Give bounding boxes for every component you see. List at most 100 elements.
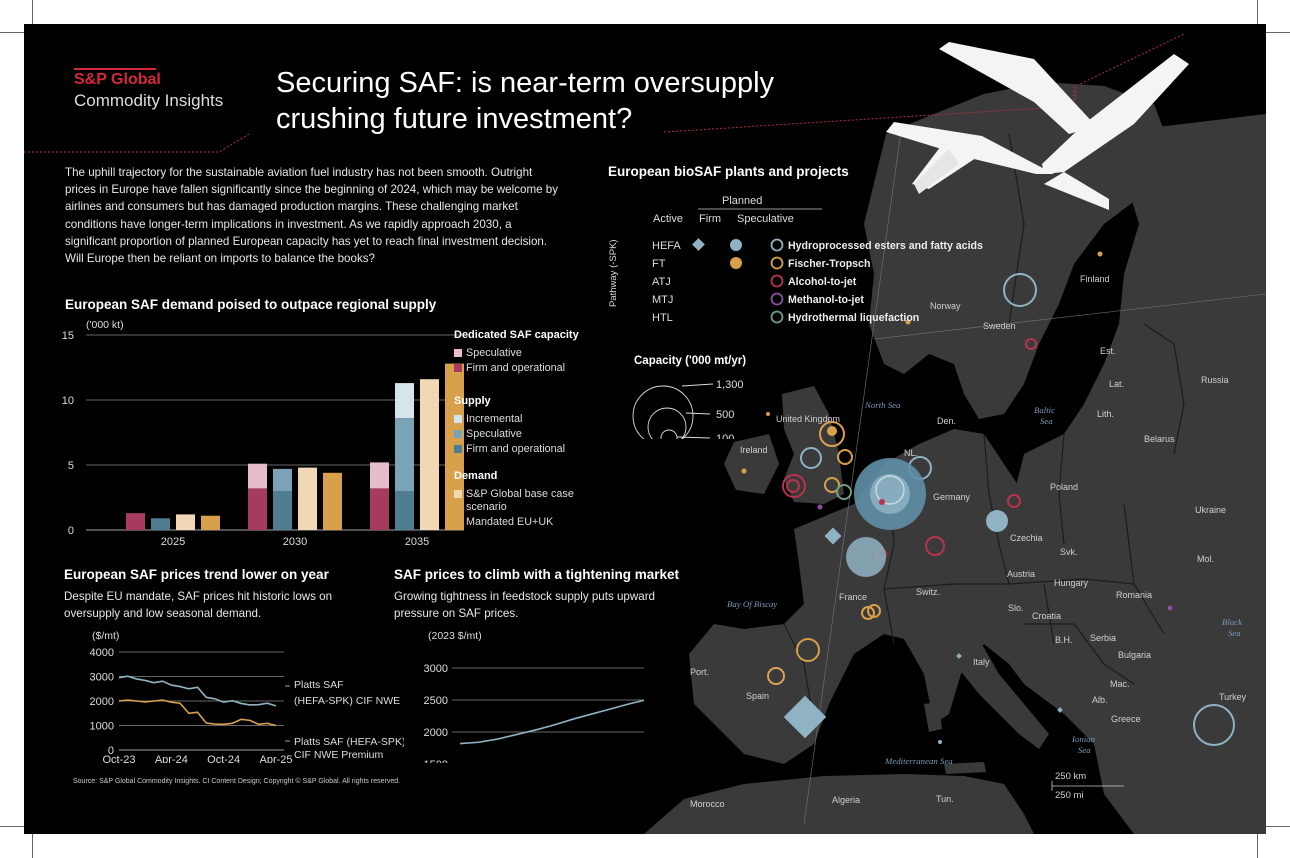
country-label: Hungary [1054, 578, 1089, 588]
atj-speculative-marker [1025, 338, 1037, 350]
ft-speculative-marker [819, 421, 845, 447]
map-legend: Planned Active Firm Speculative Pathway … [608, 195, 983, 439]
atj-speculative-marker [925, 536, 945, 556]
country-label: Lat. [1109, 379, 1124, 389]
legend-speculative-atj-ring [770, 274, 784, 288]
country-label: Greece [1111, 714, 1141, 724]
country-label: Mol. [1197, 554, 1214, 564]
ft-speculative-marker [867, 604, 881, 618]
atj-firm-marker [879, 499, 885, 505]
prices-xtick: Apr-24 [155, 754, 188, 763]
country-label: Den. [937, 416, 956, 426]
country-label: Poland [1050, 482, 1078, 492]
bar-supply-firm [395, 491, 414, 530]
country-label: Romania [1116, 590, 1152, 600]
legend-mandated: Mandated EU+UK [466, 516, 554, 528]
swatch-supply-speculative [454, 430, 462, 439]
atj-speculative-marker [1007, 494, 1021, 508]
swatch-dedicated-speculative [454, 349, 462, 358]
legend-firm-hefa-dot [730, 239, 742, 251]
demand-unit: ('000 kt) [86, 319, 124, 331]
country-label: Serbia [1090, 633, 1116, 643]
demand-ytick: 15 [62, 330, 74, 342]
demand-ytick: 0 [68, 525, 74, 537]
pathway-label-ft: FT [652, 258, 666, 270]
country-label: NL. [904, 448, 918, 458]
demand-xtick: 2030 [283, 536, 307, 548]
brand-rule [74, 68, 156, 70]
prices-label-line4: CIF NWE Premium [294, 749, 384, 761]
forecast-unit: (2023 $/mt) [428, 630, 482, 642]
prices-chart: ($/mt) 0 1000 2000 3000 4000 Oct-23 Apr-24 Oct… [90, 630, 404, 763]
sea-label: Black Sea [1222, 617, 1243, 638]
hefa-firm-marker [986, 510, 1008, 532]
pathway-description-hefa: Hydroprocessed esters and fatty acids [788, 240, 983, 252]
country-label: Belarus [1144, 434, 1175, 444]
hefa-active-marker [956, 653, 962, 659]
europe-map: Finland Norway Sweden Est. Russia Lat. Lith. Be… [24, 33, 1266, 834]
hefa-firm-marker [938, 740, 942, 744]
country-label: Est. [1100, 346, 1116, 356]
sea-label: Bay Of Biscay [727, 599, 777, 609]
brand-subname: Commodity Insights [74, 91, 224, 110]
map-title: European bioSAF plants and projects [608, 164, 849, 179]
sea-label: Mediterranean Sea [884, 756, 953, 766]
bar-dedicated-speculative [248, 463, 267, 489]
legend-speculative-mtj-ring [770, 292, 784, 306]
map-grid-line [873, 293, 1266, 340]
prices-unit: ($/mt) [92, 630, 119, 642]
prices-ytick: 0 [108, 745, 114, 757]
pathway-description-ft: Fischer-Tropsch [788, 258, 870, 270]
brand-name: S&P Global [74, 71, 161, 88]
country-label: Czechia [1010, 533, 1043, 543]
swatch-supply-firm [454, 445, 462, 454]
country-label: Tun. [936, 794, 954, 804]
ft-speculative-marker [837, 449, 853, 465]
bar-mandated [201, 515, 220, 530]
country-label: Germany [933, 492, 971, 502]
mtj-firm-marker [817, 504, 823, 510]
country-label: Turkey [1219, 692, 1247, 702]
country-labels: Finland Norway Sweden Est. Russia Lat. Lith. Be… [690, 274, 1247, 809]
hefa-speculative-marker [1003, 273, 1037, 307]
sea-label: North Sea [864, 400, 901, 410]
prices-series-line-2 [118, 699, 277, 727]
country-label: Spain [746, 691, 769, 701]
page-title: Securing SAF: is near-term oversupply cr… [276, 67, 775, 135]
country-label: Russia [1201, 375, 1229, 385]
bar-dedicated-speculative [370, 462, 389, 489]
country-label: Norway [930, 301, 961, 311]
hefa-firm-marker [875, 475, 905, 505]
legend-incremental: Incremental [466, 413, 523, 425]
demand-chart: ('000 kt) 0 5 10 15 2025 2030 2035 [62, 319, 464, 548]
swatch-incremental [454, 415, 462, 424]
bar-supply-incremental [395, 383, 414, 419]
legend-active-hefa-diamond [692, 238, 705, 251]
capacity-100: 100 [716, 433, 734, 439]
hefa-firm-marker [846, 537, 886, 577]
ft-firm-marker [766, 412, 770, 416]
prices-xtick: Apr-25 [259, 754, 292, 763]
legend-dedicated-firm: Firm and operational [466, 362, 566, 374]
bar-supply-firm [151, 518, 170, 530]
legend-supply-header: Supply [454, 395, 491, 407]
country-label: Finland [1080, 274, 1110, 284]
forecast-chart-title: SAF prices to climb with a tightening ma… [394, 567, 680, 582]
legend-dedicated-speculative: Speculative [466, 347, 522, 359]
legend-firm-ft-dot [730, 257, 742, 269]
prices-ytick: 3000 [90, 672, 114, 684]
italy-land [949, 639, 1049, 749]
pathway-description-atj: Alcohol-to-jet [788, 276, 857, 288]
capacity-key [632, 383, 714, 439]
pathway-description-htl: Hydrothermal liquefaction [788, 312, 919, 324]
ft-speculative-marker [861, 606, 875, 620]
bar-base-case [420, 379, 439, 530]
pathway-label-hefa: HEFA [652, 240, 681, 252]
country-label: B.H. [1055, 635, 1073, 645]
decor-dash-left [24, 133, 250, 153]
forecast-chart-subtitle: Growing tightness in feedstock supply pu… [394, 590, 656, 620]
prices-chart-subtitle: Despite EU mandate, SAF prices hit histo… [64, 590, 333, 620]
legend-speculative-htl-ring [770, 310, 784, 324]
country-label: Algeria [832, 795, 860, 805]
ft-firm-marker [905, 319, 911, 325]
